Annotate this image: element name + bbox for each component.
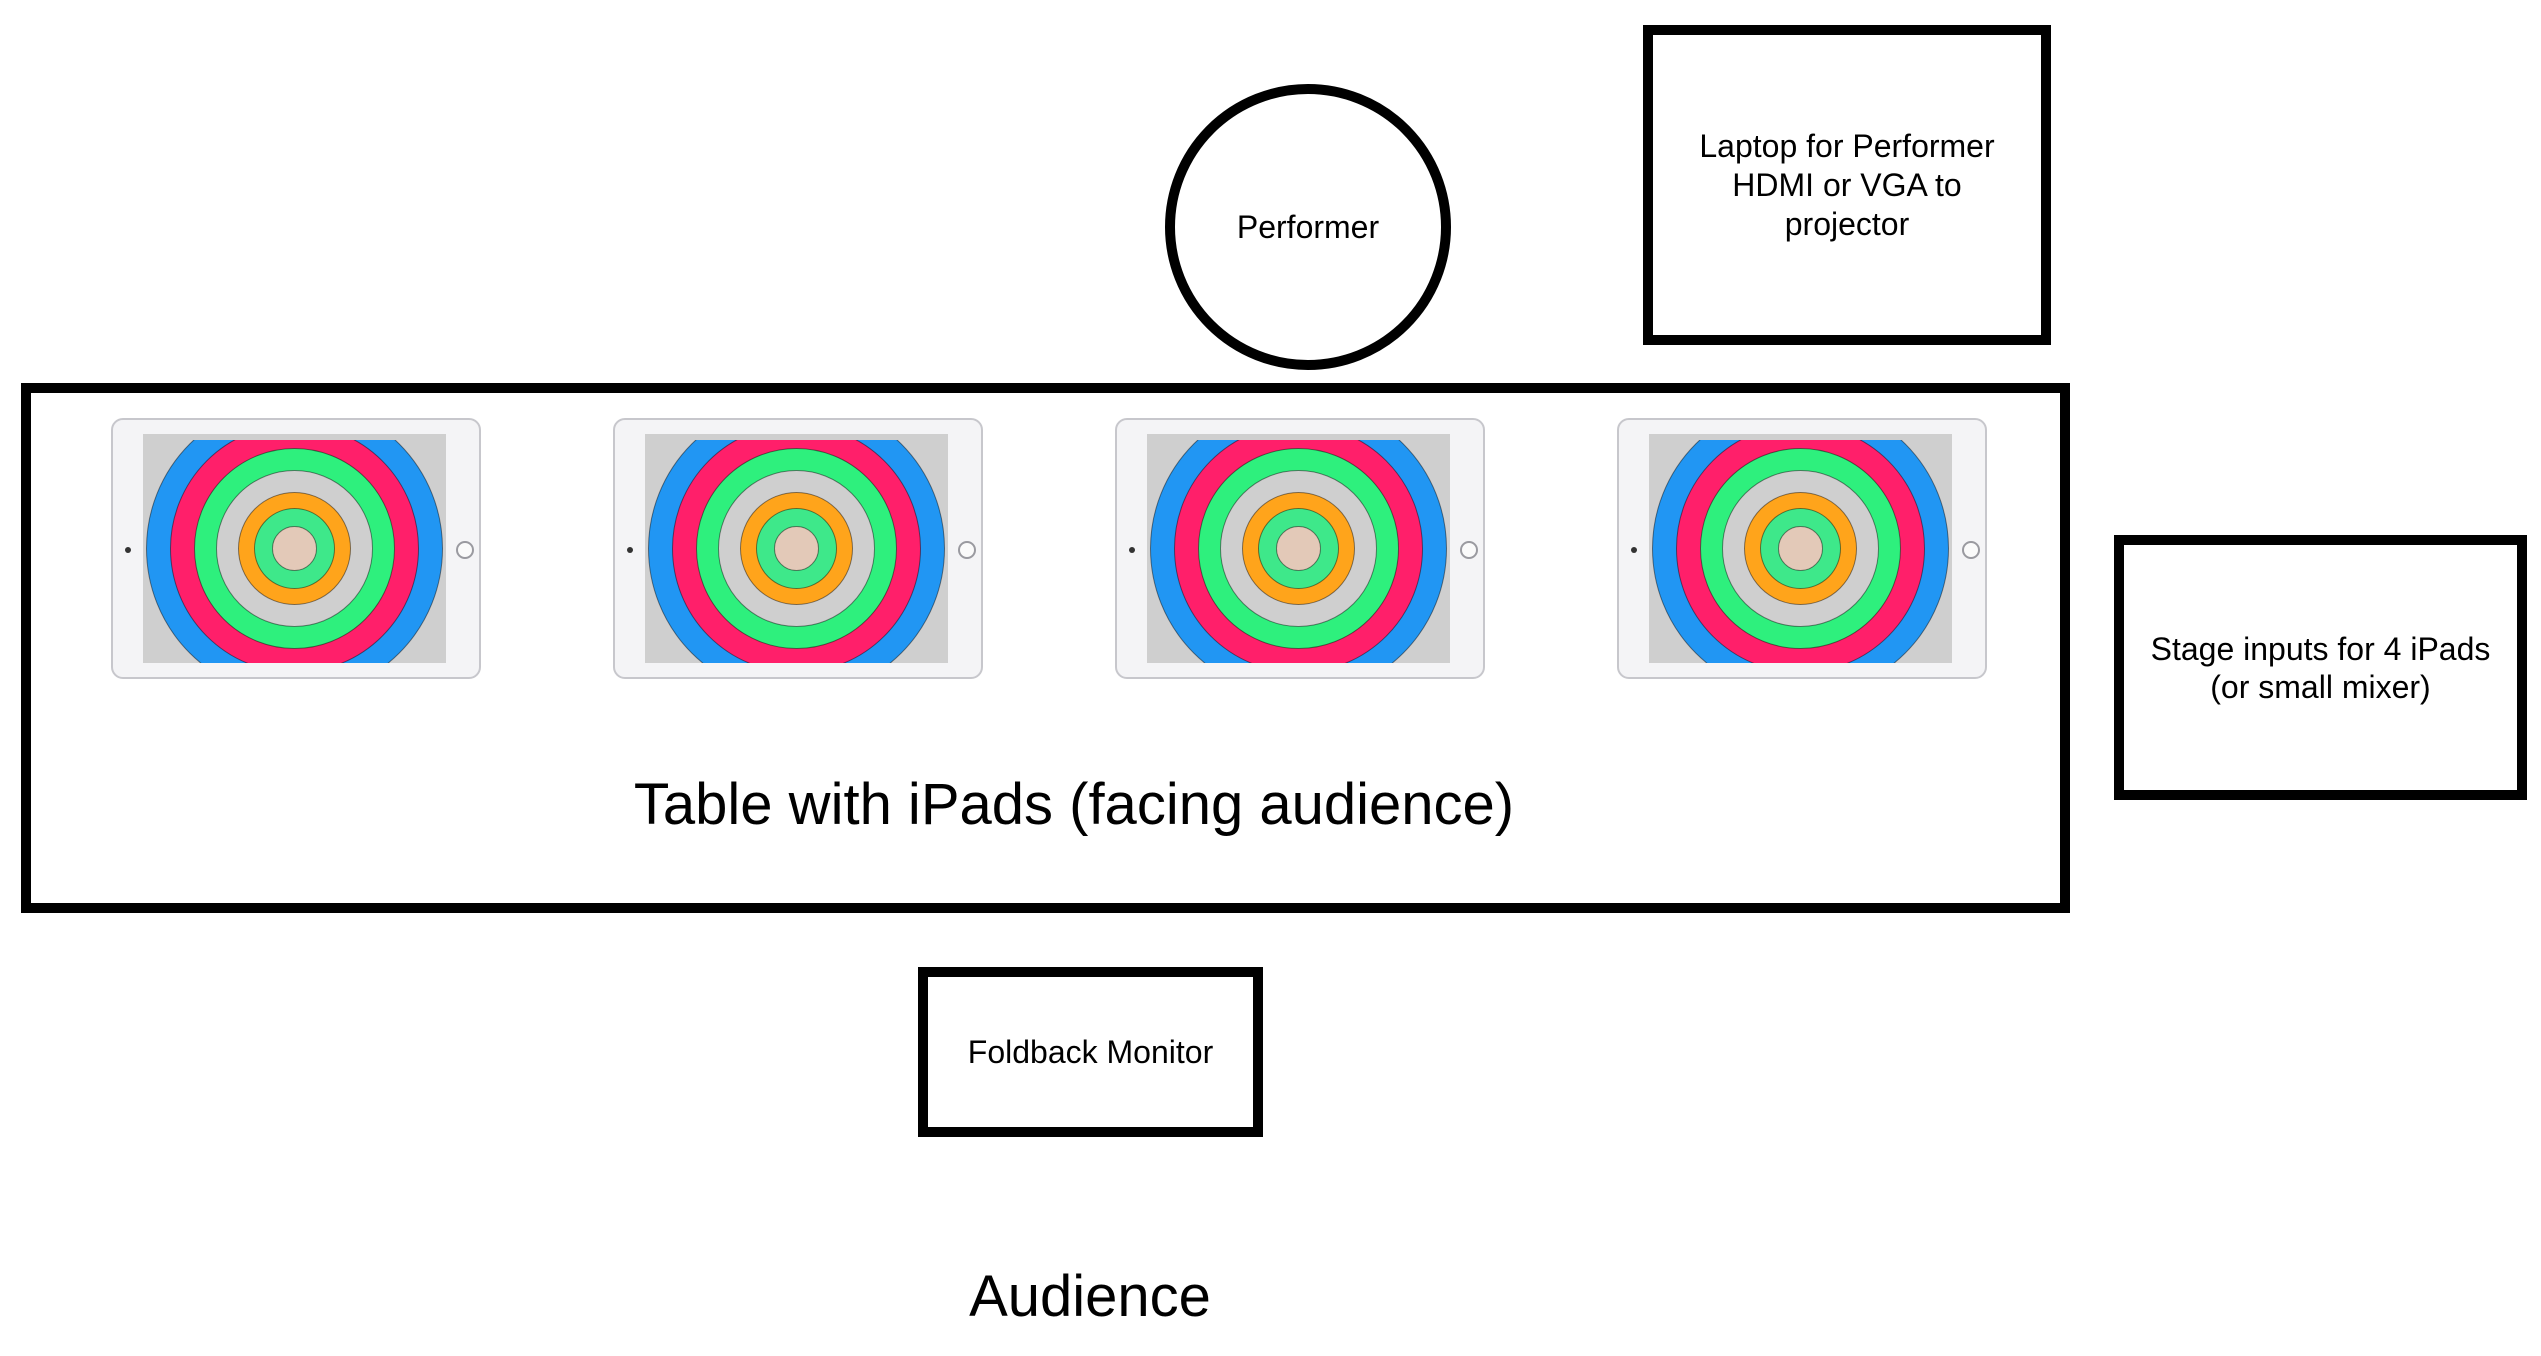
ipad-camera — [1129, 547, 1135, 553]
stage-inputs-box: Stage inputs for 4 iPads (or small mixer… — [2114, 535, 2527, 800]
ipad-2 — [613, 418, 983, 679]
laptop-box: Laptop for Performer HDMI or VGA to proj… — [1643, 25, 2051, 345]
audience-label: Audience — [969, 1264, 1211, 1329]
table-label: Table with iPads (facing audience) — [633, 772, 1515, 837]
screen-rings — [1649, 434, 1952, 663]
screen-status-bar — [645, 434, 948, 440]
screen-ring — [1276, 526, 1321, 571]
screen-status-bar — [1147, 434, 1450, 440]
foldback-monitor-box: Foldback Monitor — [918, 967, 1263, 1137]
ipad-screen-3 — [1147, 434, 1450, 663]
ipad-camera — [1631, 547, 1637, 553]
screen-status-bar — [1649, 434, 1952, 440]
ipad-home-button — [1460, 541, 1478, 559]
performer-circle: Performer — [1165, 84, 1451, 370]
ipad-camera — [125, 547, 131, 553]
ipad-camera — [627, 547, 633, 553]
screen-ring — [1778, 526, 1823, 571]
ipad-screen-4 — [1649, 434, 1952, 663]
performer-label: Performer — [1236, 208, 1380, 245]
screen-rings — [1147, 434, 1450, 663]
ipad-4 — [1617, 418, 1987, 679]
screen-status-bar — [143, 434, 446, 440]
ipad-home-button — [456, 541, 474, 559]
ipad-screen-1 — [143, 434, 446, 663]
screen-ring — [774, 526, 819, 571]
screen-rings — [645, 434, 948, 663]
ipad-3 — [1115, 418, 1485, 679]
laptop-label: Laptop for Performer HDMI or VGA to proj… — [1699, 127, 1995, 242]
ipad-home-button — [1962, 541, 1980, 559]
foldback-monitor-label: Foldback Monitor — [967, 1033, 1214, 1070]
screen-rings — [143, 434, 446, 663]
ipad-screen-2 — [645, 434, 948, 663]
ipad-1 — [111, 418, 481, 679]
screen-ring — [272, 526, 317, 571]
stage-inputs-label: Stage inputs for 4 iPads (or small mixer… — [2150, 630, 2491, 705]
ipad-home-button — [958, 541, 976, 559]
